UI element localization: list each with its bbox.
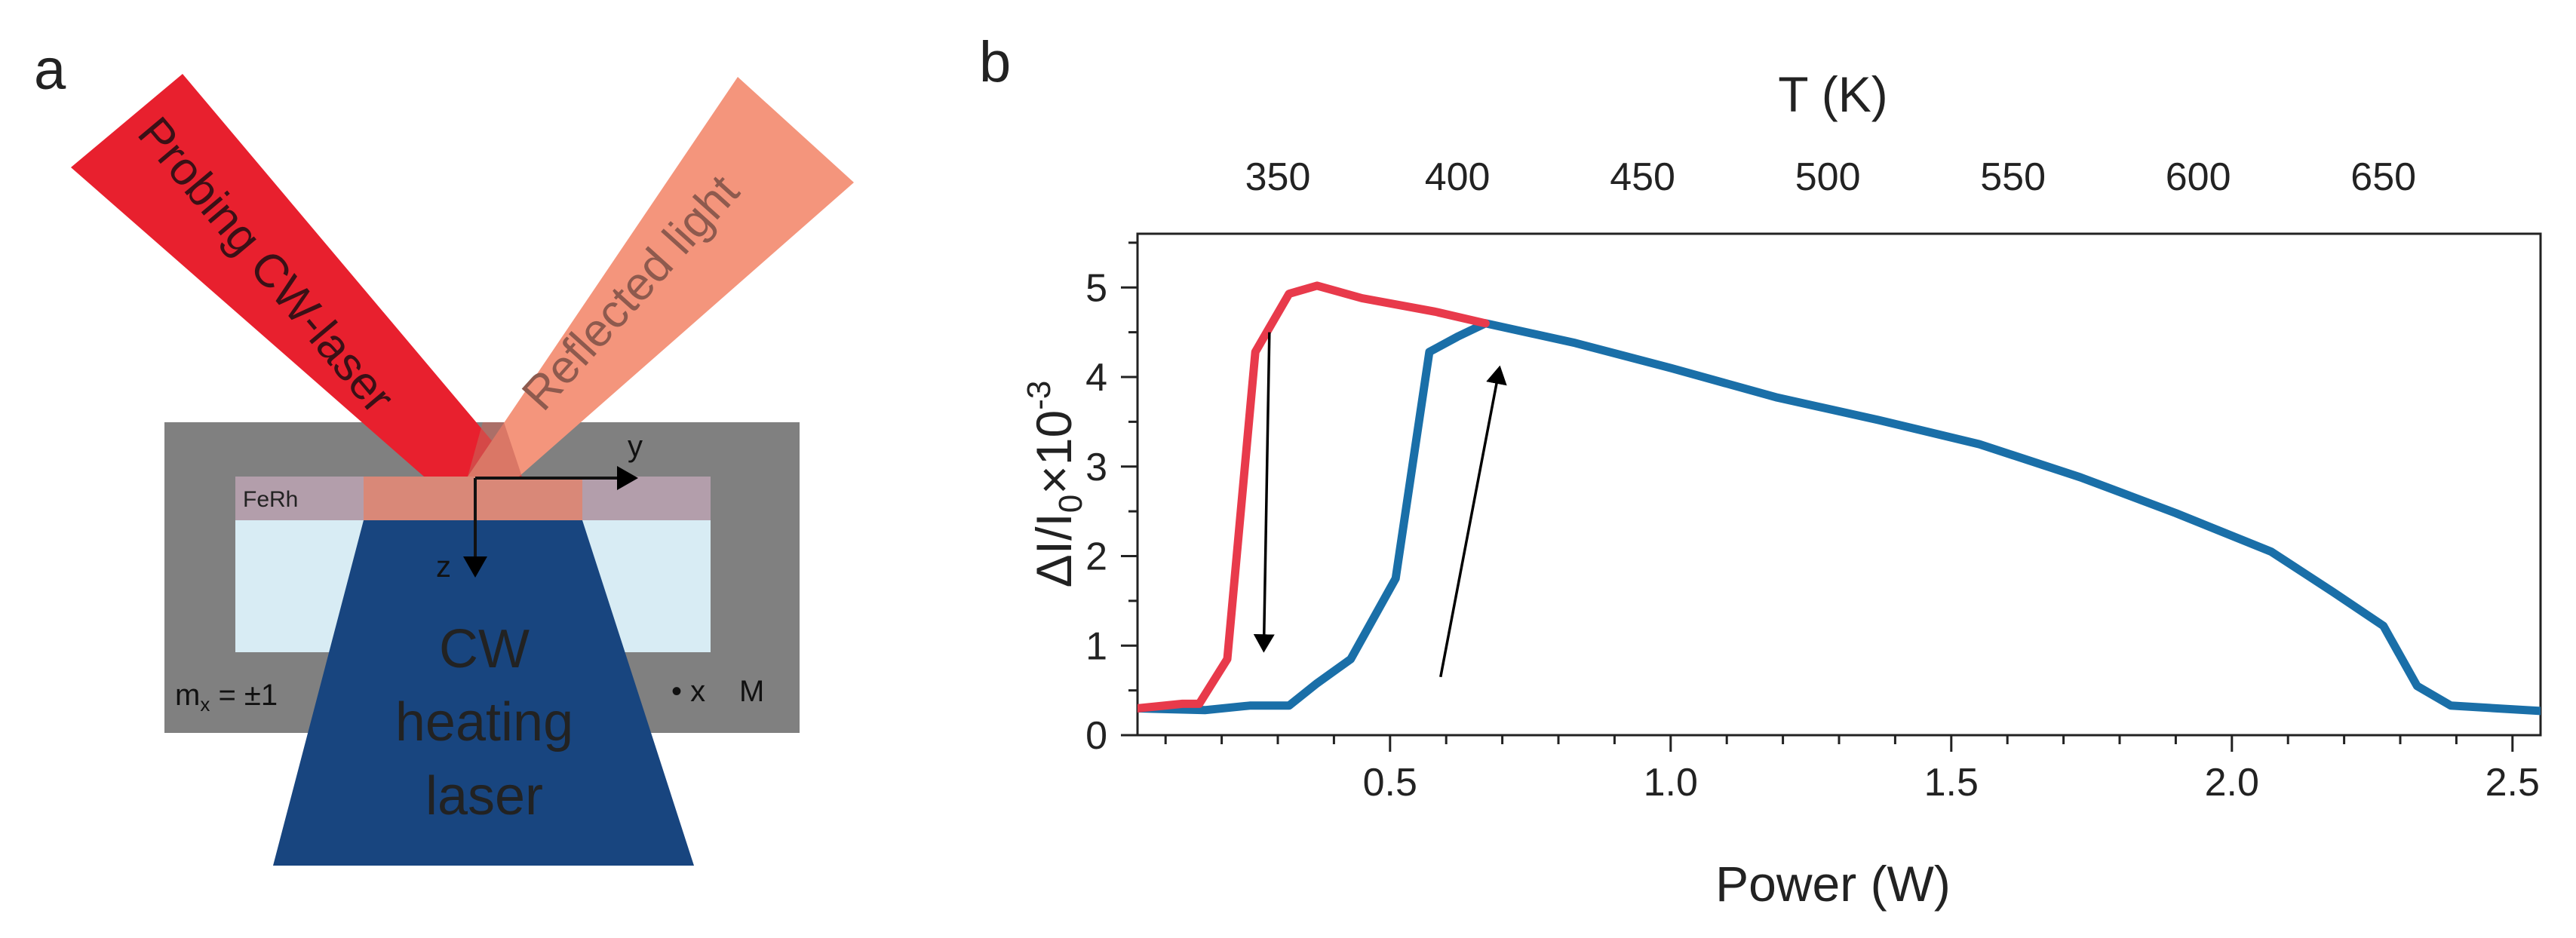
panel-b-label: b [979, 30, 1011, 94]
x-tick-label: 0.5 [1363, 761, 1417, 805]
top-tick-label: 600 [2166, 155, 2231, 199]
x-axis-ticks: 0.5 1.0 1.5 2.0 2.5 [1164, 735, 2540, 805]
top-tick-label: 450 [1610, 155, 1675, 199]
x-tick-label: 1.0 [1644, 761, 1698, 805]
heated-spot [364, 477, 582, 520]
heating-label-line1: CW [439, 619, 530, 679]
ferh-label: FeRh [243, 487, 298, 512]
probing-laser-beam [71, 74, 522, 477]
x-axis-label: Power (W) [1715, 856, 1951, 912]
reflected-light-beam [468, 77, 854, 477]
y-tick-label: 0 [1085, 714, 1107, 758]
m-label: M [739, 675, 764, 708]
panel-b: b T (K) 350 400 450 500 550 600 650 0.5 1.0 1.5 2… [979, 30, 2542, 912]
y-axis-ticks: 0 1 2 3 4 5 [1085, 241, 1138, 758]
x-direction-label: • x [671, 675, 705, 708]
top-tick-label: 650 [2350, 155, 2416, 199]
x-tick-label: 2.5 [2485, 761, 2540, 805]
top-tick-label: 350 [1245, 155, 1311, 199]
y-axis-label: ΔI/I0×10-3 [1021, 381, 1089, 588]
heating-laser-beam [273, 520, 694, 866]
cooling-arrow [1253, 332, 1275, 653]
top-tick-label: 550 [1980, 155, 2046, 199]
mx-label: mx = ±1 [175, 679, 278, 716]
y-tick-label: 4 [1085, 356, 1107, 400]
panel-a: a Probing CW-laser Reflected light FeRh … [34, 38, 854, 866]
panel-a-label: a [34, 38, 66, 102]
heating-label-line2: heating [395, 692, 573, 753]
series-line-red [1138, 281, 1490, 713]
y-tick-label: 5 [1085, 266, 1107, 310]
top-axis-label: T (K) [1778, 66, 1887, 122]
top-tick-label: 500 [1795, 155, 1861, 199]
z-axis-label: z [436, 550, 451, 584]
y-tick-label: 3 [1085, 446, 1107, 489]
top-axis-ticks: 350 400 450 500 550 600 650 [1245, 155, 2416, 199]
probing-laser-label: Probing CW-laser [127, 108, 404, 423]
plot-annotations [1253, 332, 1507, 678]
heating-arrow [1439, 365, 1507, 678]
y-tick-label: 1 [1085, 624, 1107, 668]
plot-series [1138, 281, 2541, 716]
top-tick-label: 400 [1425, 155, 1491, 199]
y-axis-label: y [628, 430, 643, 463]
x-tick-label: 2.0 [2205, 761, 2259, 805]
y-tick-label: 2 [1085, 535, 1107, 579]
x-tick-label: 1.5 [1924, 761, 1979, 805]
heating-label-line3: laser [425, 766, 543, 826]
series-line-blue [1138, 319, 2541, 716]
